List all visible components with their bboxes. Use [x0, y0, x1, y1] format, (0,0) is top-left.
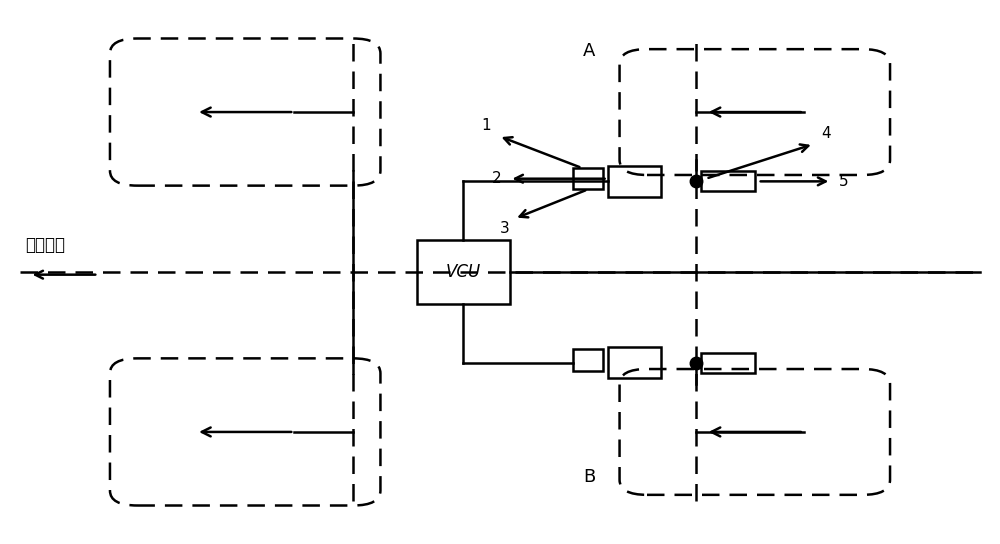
Text: 3: 3 [500, 221, 510, 236]
Text: B: B [583, 468, 596, 486]
Bar [573, 349, 603, 370]
Bar [608, 166, 661, 197]
Bar [701, 353, 755, 373]
Text: 1: 1 [481, 119, 491, 133]
Text: 5: 5 [839, 174, 849, 189]
Bar [608, 347, 661, 378]
Bar [573, 168, 603, 189]
Bar [701, 171, 755, 191]
Text: 行驶方向: 行驶方向 [25, 236, 65, 255]
Text: A: A [583, 42, 596, 60]
Text: VCU: VCU [446, 263, 481, 281]
Bar [417, 240, 510, 304]
Text: 2: 2 [492, 171, 502, 186]
Text: 4: 4 [821, 126, 831, 141]
